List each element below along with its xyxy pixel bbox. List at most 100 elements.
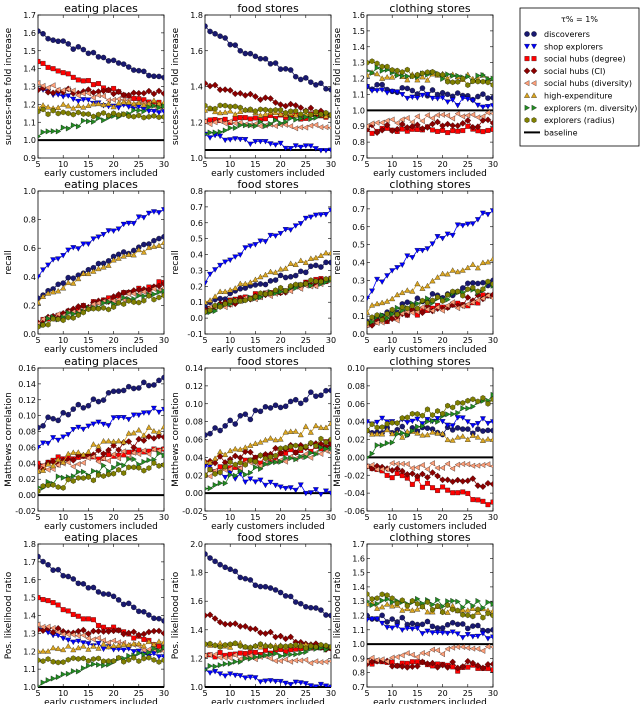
data-point [287, 485, 294, 491]
data-point [389, 306, 395, 313]
data-point [479, 647, 486, 654]
data-point [156, 242, 162, 248]
data-point [312, 283, 319, 290]
data-point [135, 246, 142, 253]
data-point [90, 441, 97, 447]
data-point [110, 388, 117, 395]
x-tick-label: 15 [250, 336, 260, 345]
y-tick-label: 0.8 [352, 669, 365, 678]
data-point [110, 257, 117, 263]
data-point [374, 430, 381, 437]
data-point [367, 612, 370, 619]
data-point [474, 297, 481, 304]
data-point [445, 296, 451, 303]
data-point [105, 423, 112, 429]
data-point [101, 305, 107, 311]
data-point [100, 101, 107, 108]
data-point [399, 597, 405, 604]
data-point [485, 610, 491, 617]
data-point [490, 634, 493, 640]
data-point [439, 625, 446, 631]
data-point [70, 406, 77, 412]
data-point [221, 86, 229, 93]
data-point [297, 221, 304, 227]
data-point [313, 605, 319, 611]
y-tick-label: 1.0 [190, 154, 203, 163]
data-point [297, 257, 304, 263]
data-point [415, 300, 421, 307]
data-point [45, 466, 51, 473]
data-point [70, 105, 77, 111]
data-point [85, 90, 91, 97]
data-point [70, 96, 77, 103]
data-point [130, 251, 137, 258]
y-tick-label: 1.5 [352, 569, 365, 578]
x-tick-label: 15 [412, 160, 422, 169]
data-point [287, 274, 294, 280]
x-tick-label: 30 [326, 336, 336, 345]
data-point [409, 87, 416, 94]
data-point [247, 106, 253, 113]
data-point [267, 141, 274, 147]
y-tick-label: 0.14 [185, 364, 203, 373]
data-point [110, 442, 117, 449]
data-point [100, 455, 106, 462]
y-tick-label: 0.08 [347, 382, 365, 391]
data-point [303, 75, 309, 81]
data-point [383, 121, 391, 129]
data-point [90, 301, 96, 308]
data-point [85, 646, 92, 652]
data-point [292, 223, 299, 229]
y-tick-label: 1.0 [352, 640, 365, 649]
data-point [444, 436, 451, 443]
data-point [237, 650, 243, 656]
data-point [75, 449, 82, 455]
data-point [131, 385, 137, 392]
data-point [55, 456, 62, 462]
data-point [100, 591, 107, 597]
data-point [232, 103, 238, 110]
data-point [445, 411, 451, 418]
data-point [75, 275, 82, 282]
data-point [90, 617, 96, 623]
y-tick-label: 1.2 [190, 118, 203, 127]
y-axis-label: Pos. likelihood ratio [171, 571, 181, 659]
data-point [459, 433, 466, 439]
data-point [85, 657, 91, 664]
data-point [434, 625, 441, 631]
legend-swatch [523, 80, 530, 87]
data-point [120, 641, 127, 647]
data-point [460, 426, 466, 432]
data-point [419, 432, 426, 438]
data-point [145, 424, 152, 430]
data-point [262, 111, 269, 117]
data-point [424, 650, 430, 657]
data-point [242, 137, 249, 143]
data-point [389, 419, 395, 426]
data-point [205, 280, 208, 287]
data-point [262, 239, 269, 245]
x-tick-label: 15 [83, 513, 93, 522]
data-point [460, 75, 466, 82]
data-point [459, 120, 467, 127]
data-point [414, 600, 420, 607]
x-tick-label: 30 [488, 689, 498, 698]
data-point [222, 475, 229, 481]
data-point [409, 659, 415, 665]
data-point [60, 285, 67, 291]
y-tick-label: 1.0 [190, 683, 203, 692]
data-point [307, 104, 315, 112]
data-point [38, 685, 42, 687]
x-tick-label: 20 [438, 160, 448, 169]
data-point [449, 437, 456, 443]
data-point [389, 603, 396, 609]
data-point [272, 142, 279, 148]
data-point [121, 462, 127, 469]
data-point [60, 631, 66, 638]
data-point [485, 258, 491, 265]
data-point [313, 108, 319, 115]
data-point [323, 259, 329, 266]
x-tick-label: 5 [35, 160, 40, 169]
data-point [146, 457, 152, 464]
